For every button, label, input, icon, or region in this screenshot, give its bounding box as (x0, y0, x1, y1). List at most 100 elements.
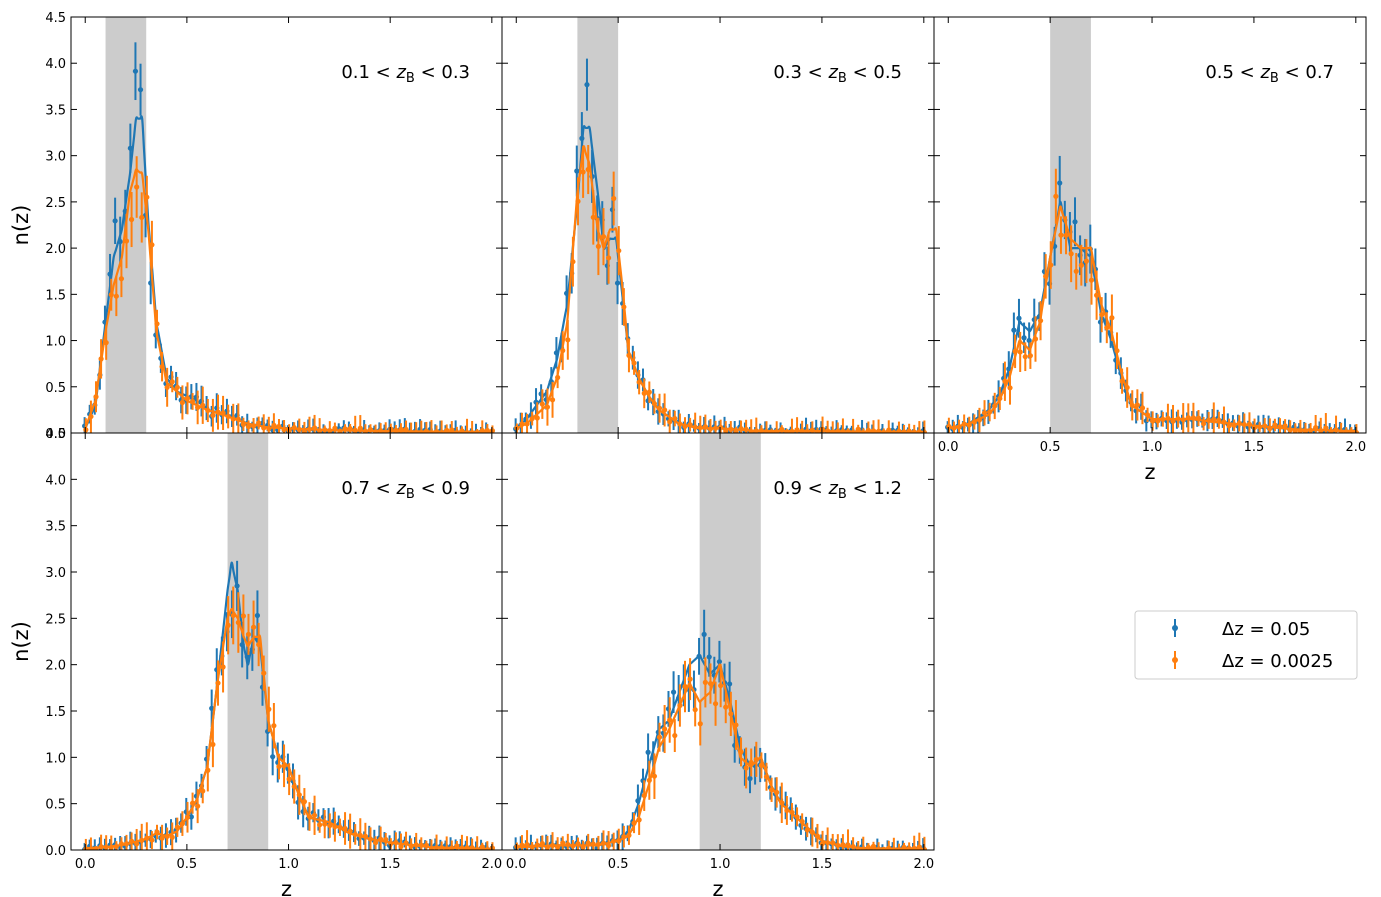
y-tick-label: 3.5 (45, 103, 66, 118)
y-tick-label: 4.5 (45, 427, 66, 442)
data-point (611, 195, 617, 202)
data-point (322, 821, 328, 827)
y-tick-label: 1.5 (45, 705, 66, 720)
data-point (286, 776, 292, 782)
data-point (179, 399, 186, 406)
x-axis-label: z (281, 877, 292, 897)
panel-5: 0.0 0.5 1.0 1.5 2.0 z 0.9 < zB < 1.2 (501, 432, 935, 897)
data-point (112, 218, 118, 224)
data-point (398, 843, 404, 850)
data-point (549, 397, 556, 403)
y-tick-label: 0.5 (45, 381, 66, 396)
fit-curve (85, 561, 492, 850)
data-point (137, 87, 144, 93)
x-axis-label: z (1144, 460, 1155, 484)
data-point (1104, 325, 1110, 331)
data-point (174, 384, 180, 390)
data-point (1068, 251, 1074, 257)
data-point (595, 243, 601, 249)
data-point (1057, 180, 1063, 186)
data-point (276, 763, 282, 770)
data-point (574, 168, 580, 174)
y-tick-label: 4.0 (45, 57, 66, 72)
data-point (605, 255, 612, 261)
fit-curve (515, 145, 924, 433)
data-point (1016, 315, 1022, 321)
data-point (1073, 268, 1079, 274)
bin-label: 0.5 < zB < 0.7 (1205, 62, 1334, 86)
data-point (169, 379, 175, 385)
data-point (534, 415, 540, 421)
data-point (1021, 335, 1027, 341)
x-tick-label: 1.0 (710, 857, 731, 872)
data-point (1109, 315, 1115, 321)
panel-3: 0.0 0.5 1.0 1.5 2.0 z 0.5 < zB < 0.7 (933, 16, 1367, 484)
x-tick-label: 0.0 (506, 857, 527, 872)
data-point (256, 420, 262, 426)
data-point (1011, 327, 1017, 333)
plot-area (82, 433, 496, 850)
legend-label: Δz = 0.05 (1222, 619, 1310, 640)
data-point (209, 705, 215, 711)
data-point (702, 679, 708, 685)
x-tick-label: 0.5 (1040, 440, 1061, 455)
fit-curve (85, 607, 492, 850)
x-tick-label: 1.5 (1244, 440, 1265, 455)
y-tick-label: 0.0 (45, 427, 66, 442)
data-point (1063, 232, 1069, 238)
data-point (1027, 353, 1033, 359)
data-point (651, 773, 658, 779)
data-point (132, 68, 139, 74)
y-tick-label: 2.0 (45, 242, 66, 257)
plot-area (513, 433, 928, 850)
x-axis-label: z (712, 877, 723, 897)
bin-label: 0.9 < zB < 1.2 (773, 478, 902, 502)
x-tick-label: 0.5 (177, 857, 198, 872)
data-point (250, 624, 257, 630)
x-tick-label: 0.5 (608, 857, 629, 872)
y-tick-label: 1.5 (45, 288, 66, 303)
data-point (188, 814, 194, 820)
data-point (600, 234, 607, 240)
panel-frame (933, 16, 1367, 434)
data-point (139, 214, 145, 221)
y-tick-label: 0.5 (45, 798, 66, 813)
data-point (701, 631, 707, 637)
panel-4: 0.0 0.5 1.0 1.5 2.0 2.5 3.0 3.5 4.0 4.5 n(z) 0.0 0.5… (9, 427, 503, 897)
data-point (210, 741, 216, 748)
data-point (981, 410, 988, 416)
data-point (667, 419, 673, 425)
x-tick-label: 1.0 (278, 857, 299, 872)
data-point (1053, 193, 1059, 199)
y-tick-label: 3.5 (45, 520, 66, 535)
data-point (210, 412, 216, 418)
bin-label: 0.1 < zB < 0.3 (341, 62, 470, 86)
plot-area (945, 17, 1360, 433)
data-point (195, 803, 201, 809)
data-point (1083, 258, 1090, 264)
data-point (271, 723, 277, 729)
data-point (662, 407, 668, 413)
data-point (584, 82, 590, 88)
y-tick-label: 4.0 (45, 473, 66, 488)
data-point (667, 717, 673, 723)
data-point (83, 427, 89, 433)
data-point (560, 840, 566, 846)
data-point (220, 664, 226, 670)
fit-curve (516, 663, 924, 850)
data-point (1134, 402, 1140, 408)
data-point (311, 812, 318, 818)
x-tick-label: 1.5 (812, 857, 833, 872)
data-point (134, 184, 140, 190)
data-point (565, 337, 571, 343)
x-tick-label: 1.5 (380, 857, 401, 872)
data-point (1139, 405, 1146, 411)
data-point (270, 754, 276, 760)
legend-point-marker (1172, 625, 1178, 631)
data-point (1072, 219, 1078, 225)
y-tick-label: 2.0 (45, 659, 66, 674)
data-point (245, 631, 252, 637)
data-point (149, 837, 155, 843)
y-tick-label: 1.0 (45, 335, 66, 350)
